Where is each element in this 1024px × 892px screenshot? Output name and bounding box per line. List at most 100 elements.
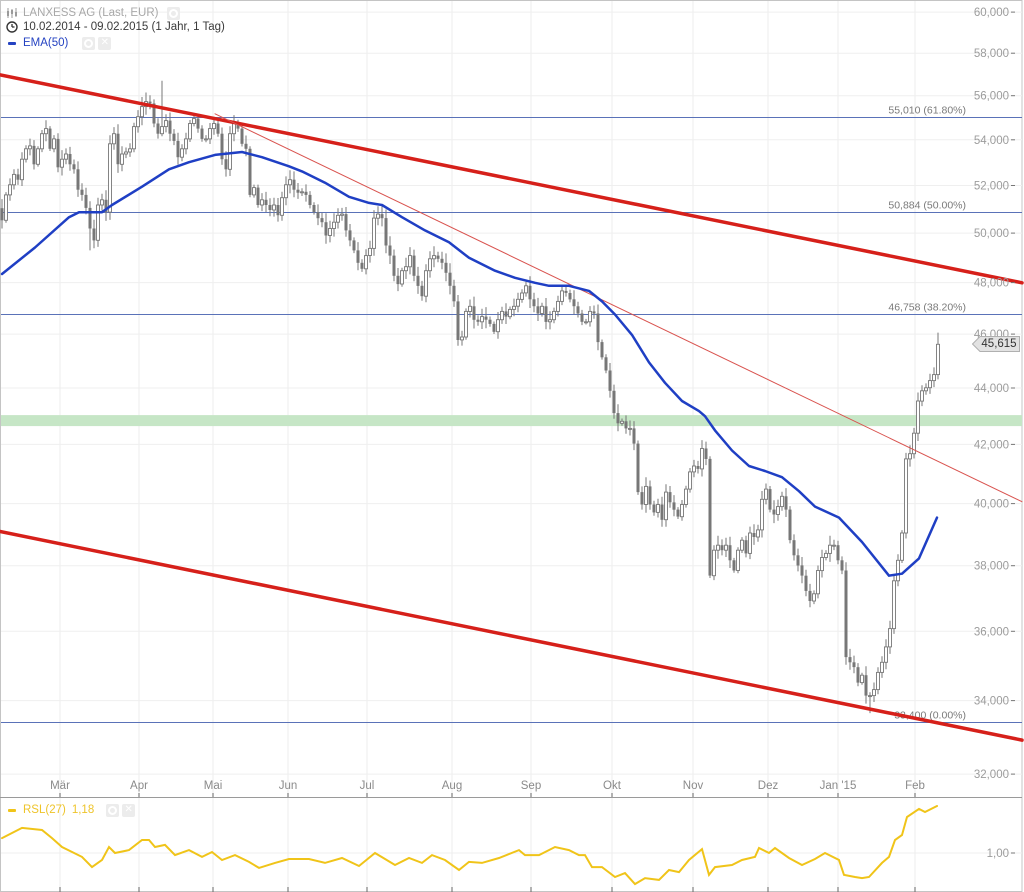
candle-down[interactable]	[604, 357, 608, 371]
candle-down[interactable]	[580, 313, 584, 322]
candle-up[interactable]	[860, 674, 864, 684]
candle-down[interactable]	[72, 164, 76, 170]
candle-down[interactable]	[784, 496, 788, 510]
candle-down[interactable]	[572, 299, 576, 307]
candle-up[interactable]	[716, 544, 720, 551]
candle-down[interactable]	[148, 101, 152, 104]
candle-down[interactable]	[636, 443, 640, 493]
trendline-downtrend[interactable]	[214, 113, 1023, 503]
candle-down[interactable]	[532, 299, 536, 307]
candle-up[interactable]	[872, 689, 876, 697]
candle-up[interactable]	[900, 532, 904, 561]
candle-down[interactable]	[200, 128, 204, 139]
trendline-lower-channel[interactable]	[0, 529, 1024, 742]
candle-up[interactable]	[584, 321, 588, 324]
candle-down[interactable]	[544, 306, 548, 322]
date-range[interactable]: 10.02.2014 - 09.02.2015 (1 Jahr, 1 Tag)	[23, 21, 225, 33]
candle-down[interactable]	[528, 285, 532, 300]
candle-down[interactable]	[796, 555, 800, 566]
candle-up[interactable]	[260, 199, 264, 206]
candle-up[interactable]	[760, 498, 764, 531]
candle-up[interactable]	[332, 221, 336, 229]
candle-down[interactable]	[316, 212, 320, 219]
candle-up[interactable]	[480, 316, 484, 323]
candle-up[interactable]	[372, 217, 376, 249]
candle-up[interactable]	[688, 471, 692, 490]
candle-up[interactable]	[740, 539, 744, 551]
candle-down[interactable]	[596, 313, 600, 343]
candle-up[interactable]	[892, 580, 896, 630]
candle-down[interactable]	[800, 565, 804, 576]
candle-up[interactable]	[100, 199, 104, 206]
candle-up[interactable]	[552, 310, 556, 321]
candle-down[interactable]	[788, 509, 792, 541]
candle-up[interactable]	[128, 148, 132, 153]
candle-down[interactable]	[708, 458, 712, 576]
candle-up[interactable]	[288, 179, 292, 186]
candle-up[interactable]	[408, 255, 412, 268]
candle-up[interactable]	[700, 448, 704, 470]
candle-down[interactable]	[676, 509, 680, 517]
candle-up[interactable]	[620, 420, 624, 424]
candle-down[interactable]	[196, 118, 200, 129]
candle-down[interactable]	[352, 240, 356, 251]
candle-up[interactable]	[748, 532, 752, 554]
candle-down[interactable]	[80, 189, 84, 195]
candle-down[interactable]	[732, 560, 736, 571]
candle-up[interactable]	[828, 544, 832, 554]
candle-up[interactable]	[36, 148, 40, 165]
ema-settings-gear-icon[interactable]	[82, 36, 96, 50]
candle-up[interactable]	[908, 453, 912, 460]
ema-indicator-label[interactable]: EMA(50)	[23, 37, 69, 49]
candle-down[interactable]	[224, 159, 228, 170]
title-settings-gear-icon[interactable]	[166, 6, 180, 20]
candle-down[interactable]	[220, 133, 224, 160]
candle-up[interactable]	[524, 285, 528, 294]
candle-down[interactable]	[592, 311, 596, 314]
candle-up[interactable]	[340, 213, 344, 216]
candle-up[interactable]	[500, 310, 504, 321]
candle-up[interactable]	[272, 204, 276, 211]
candle-down[interactable]	[292, 179, 296, 190]
candle-down[interactable]	[168, 120, 172, 134]
candle-down[interactable]	[236, 123, 240, 129]
candle-down[interactable]	[436, 255, 440, 259]
candle-down[interactable]	[608, 370, 612, 391]
candle-down[interactable]	[264, 199, 268, 205]
candle-up[interactable]	[556, 300, 560, 312]
candle-down[interactable]	[456, 301, 460, 340]
candle-down[interactable]	[836, 545, 840, 561]
ema50-line[interactable]	[0, 150, 939, 577]
candle-up[interactable]	[516, 298, 520, 307]
candle-down[interactable]	[452, 285, 456, 302]
candle-up[interactable]	[764, 488, 768, 500]
candle-up[interactable]	[208, 128, 212, 140]
candle-down[interactable]	[68, 154, 72, 165]
candle-up[interactable]	[820, 557, 824, 572]
candle-up[interactable]	[812, 593, 816, 602]
candle-down[interactable]	[392, 255, 396, 276]
rsl-settings-gear-icon[interactable]	[106, 803, 120, 817]
candle-up[interactable]	[932, 374, 936, 382]
candle-down[interactable]	[176, 140, 180, 158]
candle-down[interactable]	[856, 667, 860, 683]
candle-up[interactable]	[684, 488, 688, 505]
candle-down[interactable]	[344, 214, 348, 231]
candle-up[interactable]	[508, 308, 512, 318]
candle-down[interactable]	[32, 145, 36, 165]
candle-up[interactable]	[780, 495, 784, 508]
candle-down[interactable]	[852, 662, 856, 668]
candle-up[interactable]	[44, 128, 48, 135]
candle-up[interactable]	[28, 145, 32, 150]
candle-down[interactable]	[576, 306, 580, 314]
candle-up[interactable]	[888, 628, 892, 648]
candle-down[interactable]	[84, 194, 88, 208]
candle-up[interactable]	[188, 123, 192, 140]
candle-down[interactable]	[388, 245, 392, 256]
candle-up[interactable]	[884, 646, 888, 663]
candle-down[interactable]	[720, 545, 724, 551]
trendline-upper-channel[interactable]	[0, 73, 1024, 285]
candle-up[interactable]	[284, 184, 288, 199]
candle-up[interactable]	[644, 485, 648, 505]
